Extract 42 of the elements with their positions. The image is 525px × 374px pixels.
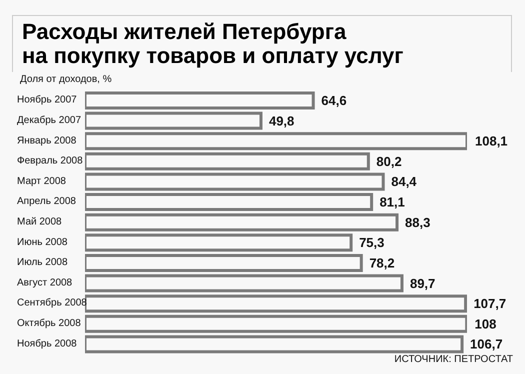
bar	[85, 112, 262, 130]
data-label: 108	[474, 316, 496, 332]
data-label: 88,3	[405, 214, 430, 230]
y-tick-label: Ноябрь 2008	[17, 338, 78, 350]
y-tick-label: Октябрь 2008	[17, 318, 82, 330]
bar	[85, 172, 385, 191]
annotation: ИСТОЧНИК: ПЕТРОСТАТ	[394, 354, 513, 365]
y-tick-label: Январь 2008	[17, 135, 77, 146]
y-tick-label: Сентябрь 2008	[17, 298, 88, 309]
data-label: 106,7	[470, 336, 503, 352]
y-tick-label: Ноябрь 2007	[17, 94, 78, 106]
chart-title: Расходы жителей Петербурга на покупку товаров и оплату услуг	[22, 19, 404, 68]
y-tick-label: Февраль 2008	[17, 156, 84, 167]
bar	[85, 92, 315, 110]
data-label: 84,4	[391, 174, 418, 190]
bar	[85, 152, 370, 170]
bar	[85, 254, 363, 272]
data-label: 81,1	[380, 194, 405, 210]
data-label: 89,7	[410, 276, 436, 291]
data-label: 108,1	[475, 134, 508, 149]
bar	[85, 335, 464, 354]
y-tick-label: Май 2008	[17, 216, 62, 228]
data-label: 107,7	[474, 296, 506, 312]
data-label: 80,2	[376, 154, 402, 169]
bar	[85, 274, 404, 292]
bar	[85, 132, 467, 150]
data-label: 78,2	[369, 255, 395, 270]
bar	[85, 193, 374, 212]
bar	[85, 314, 467, 333]
data-label: 75,3	[359, 235, 384, 250]
y-tick-label: Июнь 2008	[17, 236, 68, 248]
y-tick-label: Март 2008	[17, 176, 66, 187]
y-tick-label: Июль 2008	[17, 257, 68, 268]
y-axis-title: Доля от доходов, %	[20, 74, 112, 85]
y-tick-label: Декабрь 2007	[17, 114, 82, 126]
bar	[85, 294, 467, 313]
bar	[85, 234, 353, 252]
bar	[85, 213, 399, 232]
y-tick-label: Апрель 2008	[17, 196, 76, 208]
data-label: 64,6	[321, 93, 347, 108]
y-tick-label: Август 2008	[17, 277, 73, 288]
data-label: 49,8	[268, 113, 294, 128]
